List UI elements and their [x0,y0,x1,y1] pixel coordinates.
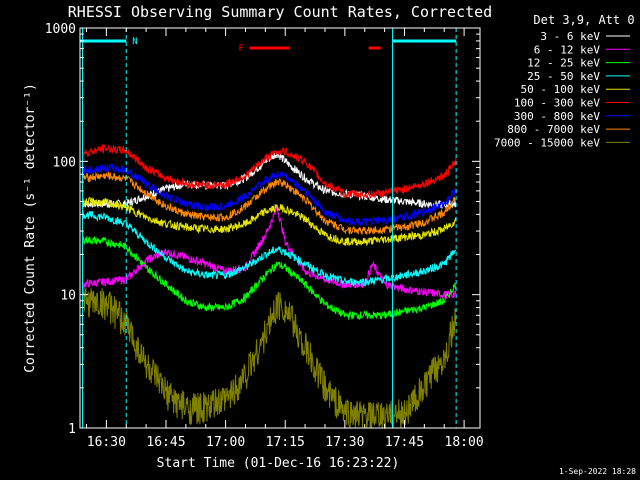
series-line-7000-15000-kev [82,287,457,430]
series-line-100-300-kev [82,143,457,199]
series-line-300-800-kev [82,162,457,227]
legend-label: 12 - 25 keV [527,57,600,70]
x-tick-label: 17:30 [325,435,364,450]
legend-label: 6 - 12 keV [534,43,601,56]
night-marker-label: N [132,37,137,47]
x-tick-label: 16:30 [87,435,126,450]
legend-label: 800 - 7000 keV [507,123,600,136]
legend-label: 50 - 100 keV [521,83,601,96]
y-tick-label: 100 [53,155,76,170]
series-line-25-50-kev [82,209,457,287]
x-axis-label: Start Time (01-Dec-16 16:23:22) [157,456,400,471]
series-line-12-25-kev [82,235,457,321]
marker-layer: NF [80,28,457,428]
x-tick-label: 17:15 [266,435,305,450]
legend-title: Det 3,9, Att 0 [533,13,634,27]
series-layer [82,143,457,430]
x-tick-label: 16:45 [146,435,185,450]
y-tick-label: 1 [68,422,76,437]
legend-label: 300 - 800 keV [514,110,600,123]
legend-label: 25 - 50 keV [527,70,600,83]
x-tick-label: 17:00 [206,435,245,450]
footer-timestamp: 1-Sep-2022 18:28 [559,467,636,476]
legend-label: 100 - 300 keV [514,97,600,110]
series-line-50-100-kev [82,196,457,247]
y-tick-label: 10 [60,289,76,304]
legend-label: 7000 - 15000 keV [494,136,600,149]
x-tick-label: 17:45 [385,435,424,450]
flare-marker-label: F [238,44,243,54]
y-axis-label: Corrected Count Rate (s⁻¹ detector⁻¹) [23,83,38,373]
y-tick-label: 1000 [45,22,76,37]
legend-label: 3 - 6 keV [540,30,600,43]
plot-frame [79,27,481,429]
series-line-800-7000-kev [82,170,457,235]
axis-layer: 16:30 16:45 17:00 17:15 17:30 17:45 18:00 1 10 10… [45,22,484,450]
x-tick-label: 18:00 [445,435,484,450]
chart-title: RHESSI Observing Summary Count Rates, Co… [68,3,492,21]
